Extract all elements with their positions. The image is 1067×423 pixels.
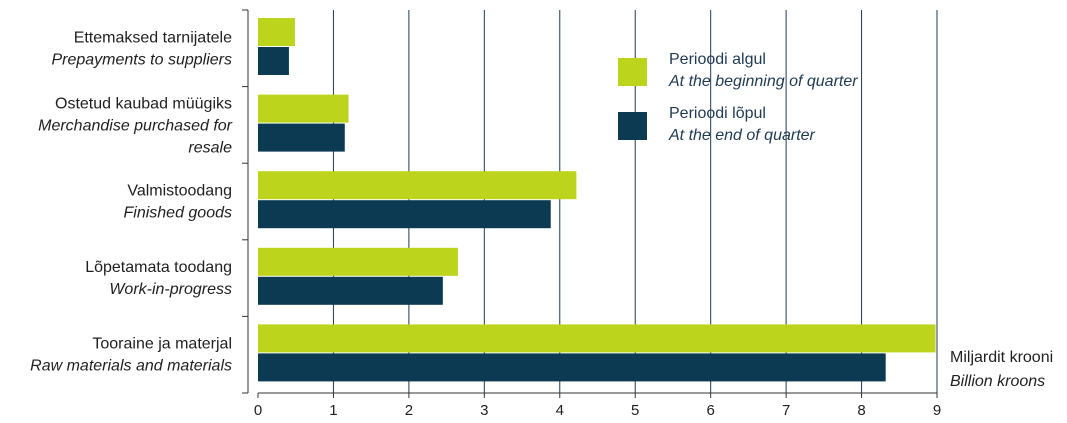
category-labels: Ettemaksed tarnijatele Prepayments to sup… bbox=[30, 29, 233, 374]
category-label-et: Tooraine ja materjal bbox=[92, 336, 232, 353]
legend-label-et: Perioodi lõpul bbox=[669, 105, 766, 122]
category-label-en: Raw materials and materials bbox=[30, 358, 232, 375]
x-tick-label: 8 bbox=[857, 402, 865, 419]
axes-group bbox=[242, 9, 938, 398]
category-label-en: Work-in-progress bbox=[109, 281, 232, 298]
category-label-et: Ostetud kaubad müügiks bbox=[55, 96, 232, 113]
bar-beginning bbox=[258, 18, 295, 46]
category-label-et: Valmistoodang bbox=[127, 183, 232, 200]
bar-beginning bbox=[258, 247, 458, 276]
x-tick-label: 9 bbox=[933, 402, 941, 419]
bars-group bbox=[258, 18, 936, 382]
x-axis-unit-label: Miljardit krooni Billion kroons bbox=[950, 349, 1053, 390]
category-label-en: Prepayments to suppliers bbox=[51, 51, 232, 68]
x-tick-labels: 0 1 2 3 4 5 6 7 8 9 bbox=[254, 402, 941, 419]
x-tick-label: 6 bbox=[706, 402, 714, 419]
x-tick-label: 7 bbox=[782, 402, 790, 419]
x-tick-label: 2 bbox=[405, 402, 413, 419]
category-label-en: Finished goods bbox=[123, 205, 232, 222]
legend-label-en: At the end of quarter bbox=[668, 127, 816, 144]
x-tick-label: 0 bbox=[254, 402, 262, 419]
bar-beginning bbox=[258, 94, 349, 123]
bar-end bbox=[258, 353, 886, 382]
bar-beginning bbox=[258, 324, 936, 353]
category-label-en: Merchandise purchased for bbox=[38, 118, 233, 135]
x-tick-label: 1 bbox=[329, 402, 337, 419]
legend-swatch bbox=[618, 58, 647, 86]
bar-end bbox=[258, 123, 345, 152]
category-label-et: Lõpetamata toodang bbox=[85, 259, 232, 276]
x-tick-label: 4 bbox=[556, 402, 564, 419]
bar-end bbox=[258, 200, 551, 229]
x-tick-label: 5 bbox=[631, 402, 639, 419]
legend-swatch bbox=[618, 112, 647, 140]
x-tick-label: 3 bbox=[480, 402, 488, 419]
bar-beginning bbox=[258, 171, 577, 200]
unit-label-en: Billion kroons bbox=[950, 373, 1045, 390]
bar-end bbox=[258, 276, 443, 305]
category-label-en: resale bbox=[188, 140, 232, 157]
legend: Perioodi algul At the beginning of quarte… bbox=[618, 51, 858, 144]
category-label-et: Ettemaksed tarnijatele bbox=[74, 29, 232, 46]
unit-label-et: Miljardit krooni bbox=[950, 349, 1053, 366]
bar-end bbox=[258, 47, 289, 75]
legend-label-et: Perioodi algul bbox=[669, 51, 766, 68]
legend-label-en: At the beginning of quarter bbox=[668, 73, 858, 90]
